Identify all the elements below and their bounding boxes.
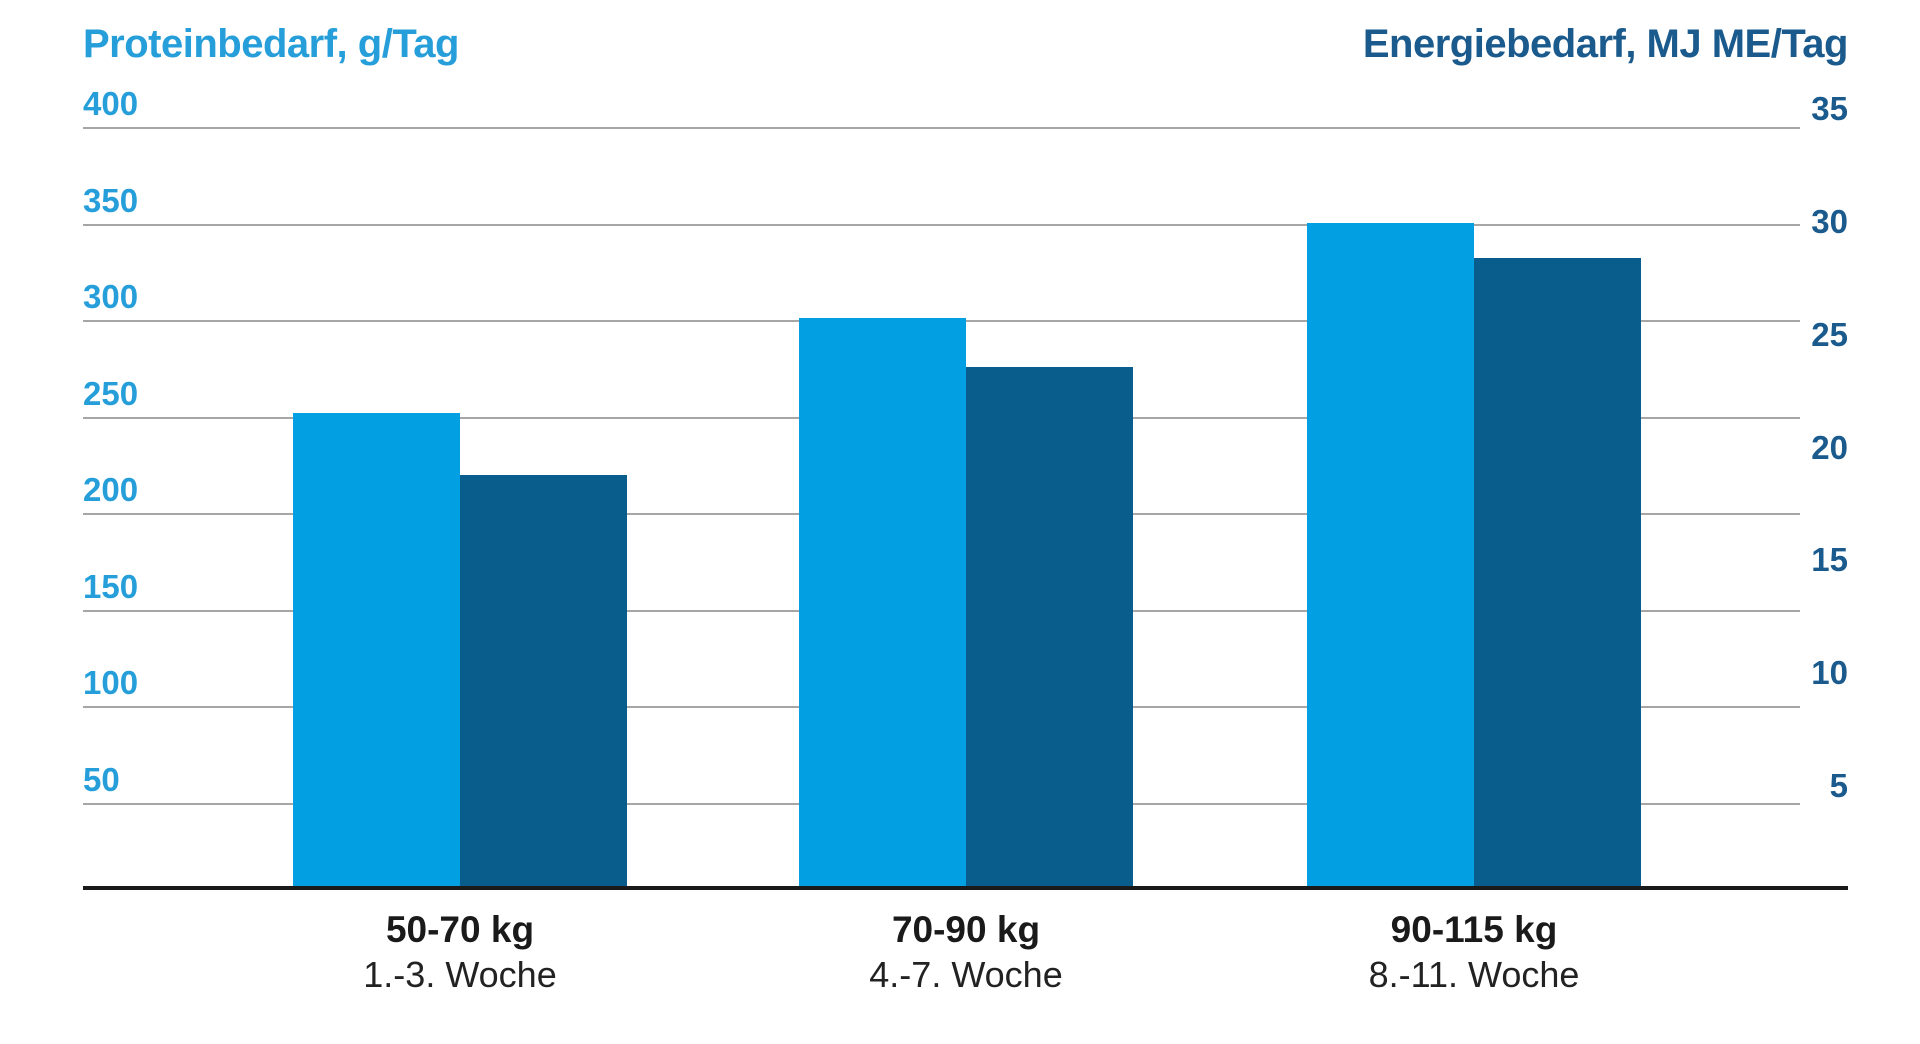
protein-bar: [799, 318, 966, 888]
left-axis-tick-label: 150: [83, 567, 139, 605]
right-axis-tick-label: 25: [1811, 315, 1848, 353]
left-axis-title: Proteinbedarf, g/Tag: [83, 22, 459, 66]
right-axis-tick-label: 30: [1811, 202, 1848, 240]
energy-bar: [966, 366, 1133, 888]
category-weight-label: 90-115 kg: [1390, 909, 1558, 950]
left-axis-tick-label: 200: [83, 471, 139, 508]
protein-bar: [1307, 223, 1474, 888]
category-week-label: 4.-7. Woche: [869, 954, 1063, 995]
right-axis-tick-label: 5: [1829, 767, 1848, 805]
right-axis-tick-label: 15: [1811, 541, 1848, 579]
category-weight-label: 70-90 kg: [891, 909, 1041, 950]
protein-bar: [293, 413, 460, 888]
category-label: 70-90 kg 4.-7. Woche: [756, 908, 1176, 998]
right-axis-title: Energiebedarf, MJ ME/Tag: [1362, 22, 1849, 66]
category-week-label: 8.-11. Woche: [1368, 954, 1580, 995]
x-axis-line: [83, 886, 1848, 890]
right-axis-tick-label: 35: [1811, 90, 1848, 128]
left-axis-tick-label: 100: [83, 664, 139, 701]
gridline: [83, 127, 1800, 129]
category-label: 90-115 kg 8.-11. Woche: [1264, 908, 1684, 998]
category-label: 50-70 kg 1.-3. Woche: [250, 908, 670, 998]
category-week-label: 1.-3. Woche: [363, 954, 557, 995]
gridline: [83, 223, 1800, 226]
category-weight-label: 50-70 kg: [385, 909, 535, 950]
right-axis-tick-label: 10: [1811, 654, 1848, 692]
left-axis-tick-label: 250: [83, 374, 139, 412]
right-axis-tick-label: 20: [1811, 428, 1848, 466]
left-axis-tick-label: 50: [83, 760, 120, 798]
left-axis-tick-label: 300: [83, 278, 139, 315]
energy-bar: [1474, 258, 1641, 888]
energy-bar: [460, 475, 627, 888]
left-axis-tick-label: 400: [83, 85, 139, 122]
left-axis-tick-label: 350: [83, 181, 139, 219]
